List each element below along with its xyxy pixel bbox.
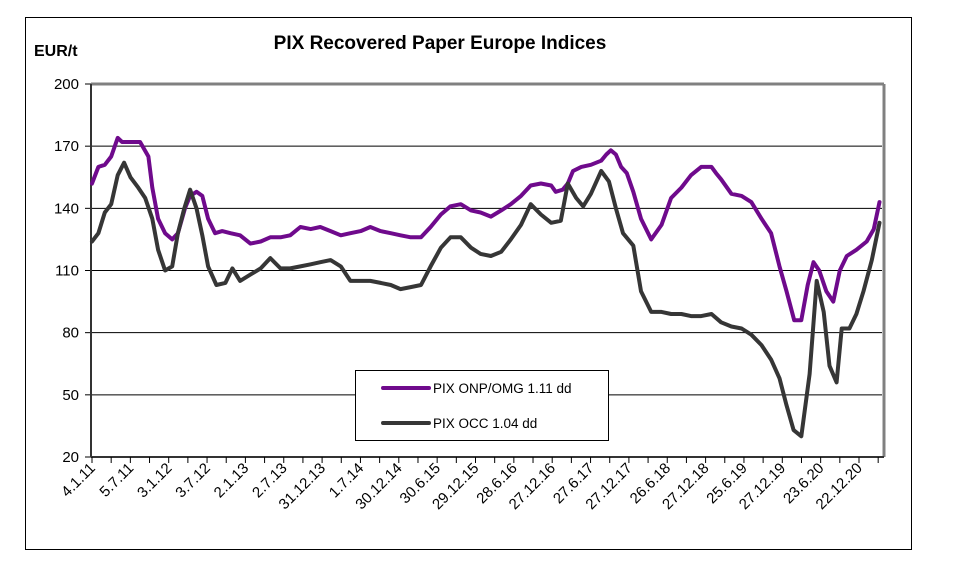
y-tick-label: 20 [62,449,79,466]
y-tick-label: 170 [54,138,79,155]
x-tick-label: 3.1.12 [134,460,176,502]
legend-label-onp: PIX ONP/OMG 1.11 dd [433,380,572,396]
series-line-onp-omg [90,135,882,323]
series-line-occ [90,160,882,439]
legend-swatch-occ [381,421,431,425]
legend-item-occ: PIX OCC 1.04 dd [381,414,537,432]
y-tick-label: 80 [62,325,79,342]
y-axis-label: EUR/t [34,43,78,60]
y-tick-label: 50 [62,387,79,404]
x-tick-label: 2.1.13 [211,460,253,502]
y-tick-labels: 20 50 80 110 140 170 200 [54,76,79,466]
legend-label-occ: PIX OCC 1.04 dd [433,415,538,431]
legend-item-onp: PIX ONP/OMG 1.11 dd [381,379,572,397]
y-tick-label: 110 [55,263,79,280]
legend: PIX ONP/OMG 1.11 dd PIX OCC 1.04 dd [355,370,609,441]
axes [85,83,884,463]
chart-title: PIX Recovered Paper Europe Indices [273,33,607,54]
x-tick-label: 5.7.11 [96,460,137,501]
x-tick-labels: 4.1.115.7.113.1.123.7.122.1.132.7.1331.1… [58,460,866,513]
legend-swatch-onp [381,386,431,390]
y-tick-label: 200 [54,76,79,93]
x-tick-label: 3.7.12 [172,460,214,502]
series-lines [90,135,882,439]
y-tick-label: 140 [54,200,79,217]
